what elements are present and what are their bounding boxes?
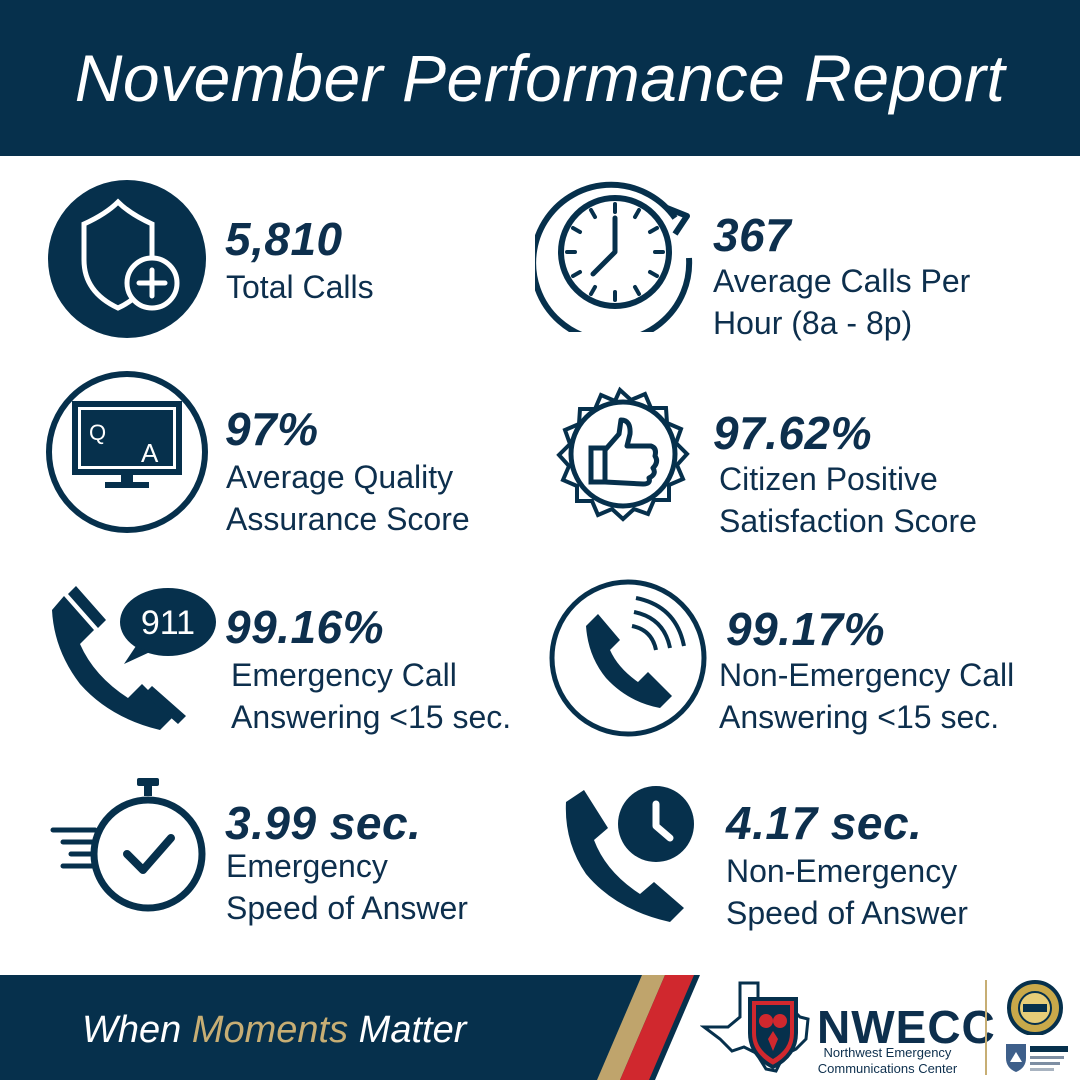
page-title: November Performance Report <box>74 41 1006 115</box>
label-line: Emergency <box>226 848 388 884</box>
logo-subtitle-line: Northwest Emergency <box>823 1045 952 1060</box>
stat-value: 99.17% <box>726 603 886 655</box>
apco-certification-icon <box>1002 1040 1072 1080</box>
label-line: Average Quality <box>226 459 454 495</box>
stat-label: Average Calls Per Hour (8a - 8p) <box>713 260 970 344</box>
qa-monitor-icon: Q A <box>45 370 210 535</box>
tagline-start: When <box>82 1009 192 1051</box>
stat-label: Citizen Positive Satisfaction Score <box>719 458 977 542</box>
shield-plus-icon <box>48 180 206 338</box>
phone-clock-icon <box>560 782 710 927</box>
stat-value: 97.62% <box>713 407 873 459</box>
label-line: Emergency Call <box>231 657 457 693</box>
label-line: Average Calls Per <box>713 263 971 299</box>
label-line: Total Calls <box>226 269 374 305</box>
logo-subtitle: Northwest Emergency Communications Cente… <box>800 1045 975 1077</box>
stat-value: 3.99 sec. <box>225 797 422 849</box>
nwecc-logo <box>699 975 820 1080</box>
label-line: Satisfaction Score <box>719 503 977 539</box>
logo-title: NWECC <box>817 1001 996 1053</box>
stat-value: 5,810 <box>225 213 343 265</box>
stat-label: Emergency Speed of Answer <box>226 845 468 929</box>
stat-label: Non-Emergency Speed of Answer <box>726 850 968 934</box>
header-banner: November Performance Report <box>0 0 1080 156</box>
label-line: Non-Emergency <box>726 853 958 889</box>
stopwatch-check-icon <box>45 776 215 916</box>
logo-subtitle-line: Communications Center <box>817 1061 958 1076</box>
accreditation-seal-icon <box>1000 980 1070 1040</box>
tagline-end: Matter <box>348 1009 467 1051</box>
q-letter: Q <box>89 420 106 445</box>
label-line: Hour (8a - 8p) <box>713 305 913 341</box>
footer: When Moments Matter <box>0 975 1080 1080</box>
stat-value: 97% <box>225 403 319 455</box>
clock-refresh-icon <box>535 172 705 332</box>
stat-value: 367 <box>713 209 792 261</box>
label-line: Answering <15 sec. <box>231 699 512 735</box>
stat-label: Average Quality Assurance Score <box>226 456 470 540</box>
stat-label: Emergency Call Answering <15 sec. <box>231 654 511 738</box>
label-line: Non-Emergency Call <box>719 657 1015 693</box>
phone-ringing-icon <box>548 578 708 738</box>
footer-band <box>0 975 700 1080</box>
stat-value: 4.17 sec. <box>726 797 923 849</box>
phone-911-icon: 911 <box>40 580 220 740</box>
label-line: Answering <15 sec. <box>719 699 1000 735</box>
thumbs-up-badge-icon <box>535 372 705 542</box>
label-line: Speed of Answer <box>726 895 968 931</box>
label-line: Speed of Answer <box>226 890 468 926</box>
a-letter: A <box>141 438 159 468</box>
label-line: Assurance Score <box>226 501 470 537</box>
911-text: 911 <box>141 604 195 642</box>
stat-label: Total Calls <box>226 266 374 308</box>
stat-label: Non-Emergency Call Answering <15 sec. <box>719 654 1014 738</box>
tagline-accent: Moments <box>191 1009 349 1051</box>
label-line: Citizen Positive <box>719 461 938 497</box>
stat-value: 99.16% <box>225 601 385 653</box>
tagline: When Moments Matter <box>82 1009 466 1052</box>
footer-divider <box>985 980 987 1075</box>
texas-shield-icon <box>699 981 810 1073</box>
